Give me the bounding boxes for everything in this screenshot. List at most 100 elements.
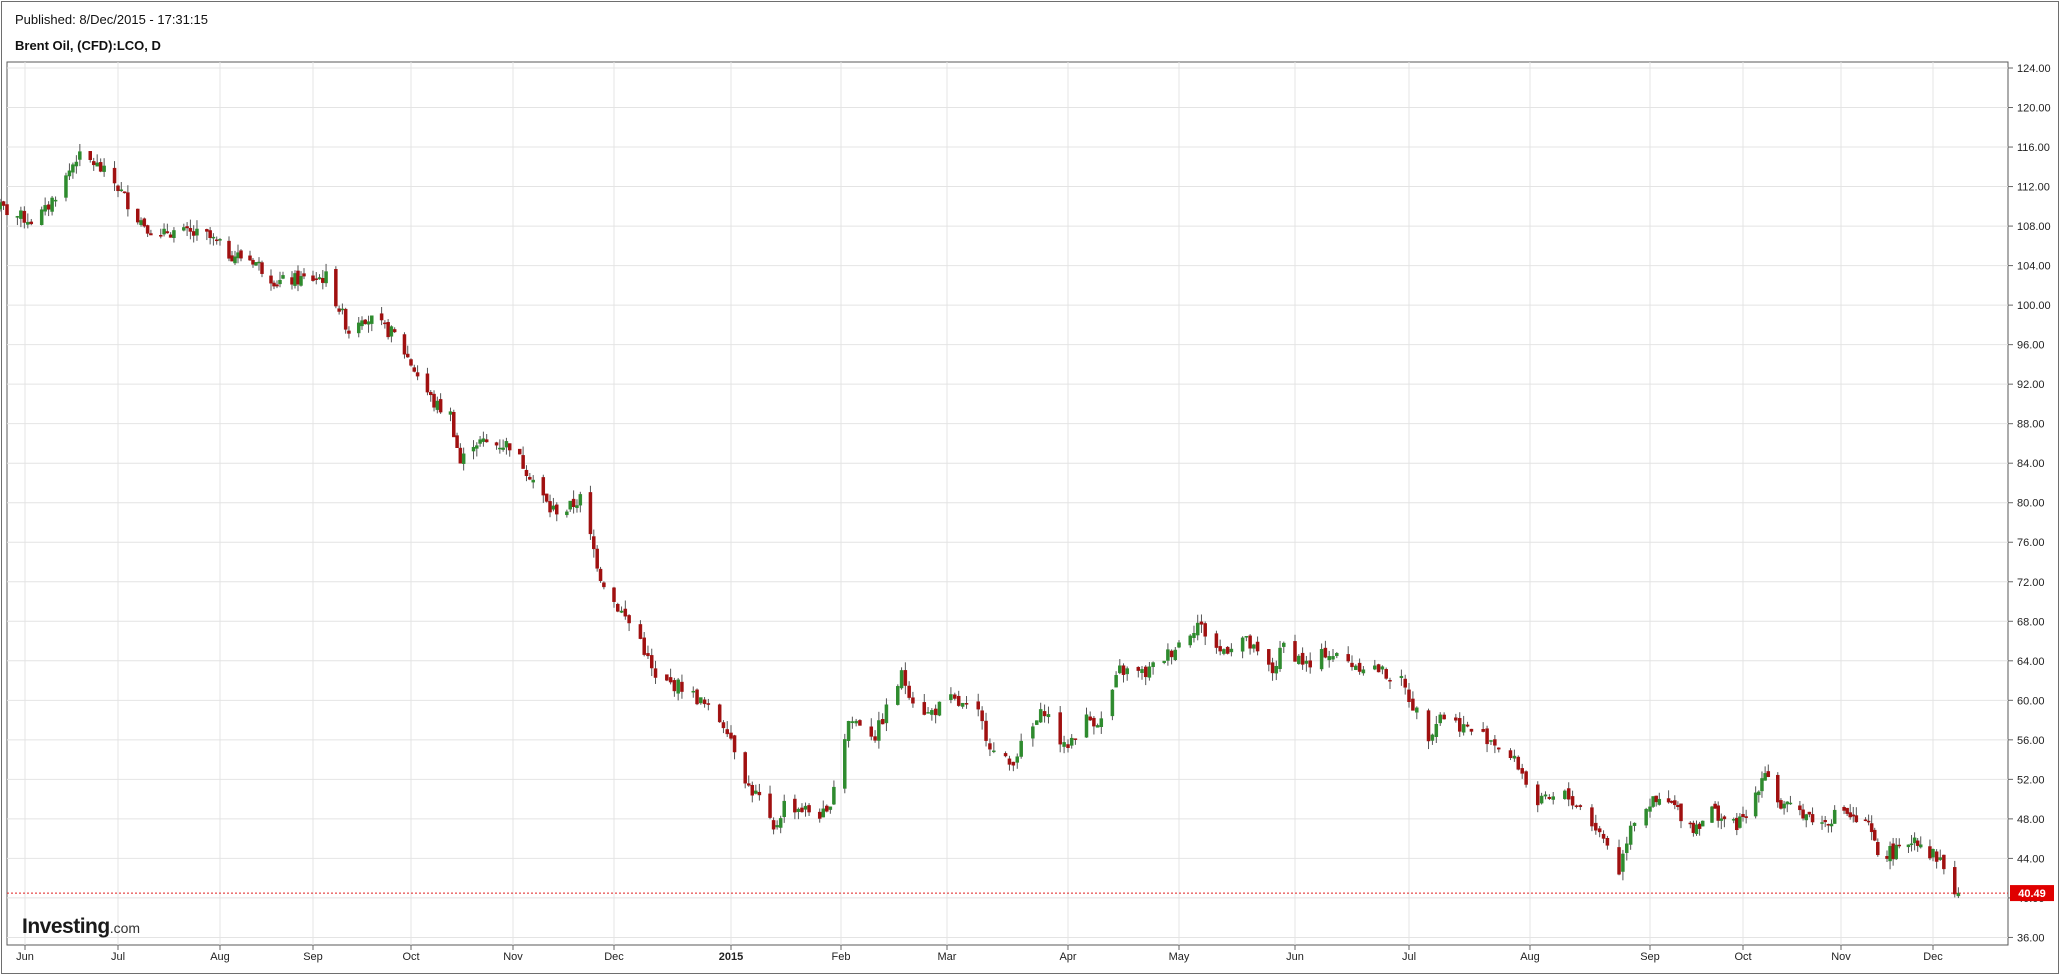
candle-body (1438, 714, 1442, 724)
candle-body (251, 259, 255, 265)
candle-body (1434, 724, 1439, 737)
candle-body (5, 204, 9, 216)
candle-body (22, 210, 27, 223)
candle-body (976, 701, 980, 710)
candle-body (1019, 740, 1023, 757)
candle-body (1918, 844, 1923, 848)
candle-body (1222, 649, 1226, 654)
candle-body (1346, 654, 1350, 662)
candle-body (211, 236, 216, 239)
candle-body (1308, 660, 1312, 668)
candle-body (937, 701, 942, 716)
candle-body (1376, 664, 1381, 673)
candle-body (1147, 666, 1152, 678)
candle-body (1648, 806, 1652, 812)
candle-body (299, 276, 303, 286)
candle-body (412, 367, 417, 372)
candle-body (1779, 800, 1783, 809)
candle-body (1539, 795, 1544, 804)
candle-body (448, 411, 453, 415)
candle-body (102, 165, 106, 172)
candle-body (1700, 820, 1705, 827)
candle-body (471, 446, 476, 452)
candle-body (725, 729, 729, 735)
candle-body (1566, 788, 1571, 800)
candle-body (1457, 718, 1462, 732)
candle-body (1293, 641, 1297, 662)
candle-body (1848, 812, 1852, 818)
candle-body (1323, 647, 1328, 658)
candle-body (1038, 709, 1043, 723)
candle-body (484, 439, 489, 443)
candle-body (227, 240, 231, 259)
candle-body (1543, 794, 1548, 797)
candle-body (846, 720, 851, 741)
candle-body (1798, 805, 1802, 811)
x-tick-label: Mar (938, 951, 957, 963)
candle-body (1282, 642, 1286, 647)
y-tick-label: 100.00 (2017, 300, 2051, 312)
candle-body (1570, 796, 1575, 806)
y-tick-label: 68.00 (2017, 616, 2045, 628)
candle-body (64, 175, 68, 198)
y-tick-label: 44.00 (2017, 853, 2045, 865)
candle-body (1114, 675, 1118, 688)
candle-body (1497, 747, 1501, 750)
candle-body (1851, 814, 1856, 817)
y-tick-label: 112.00 (2017, 182, 2050, 194)
candle-body (1763, 773, 1767, 781)
candle-body (185, 226, 189, 229)
candle-body (771, 820, 776, 830)
candle-body (1694, 824, 1699, 835)
candle-body (528, 476, 532, 480)
candle-body (269, 275, 273, 284)
candle-body (568, 500, 572, 510)
candle-body (1267, 649, 1271, 665)
candle-body (425, 373, 430, 393)
candle-body (873, 736, 877, 741)
candle-body (1897, 844, 1902, 847)
candle-body (877, 720, 881, 741)
candle-body (1866, 820, 1871, 823)
candle-body (980, 710, 984, 722)
candle-body (680, 681, 684, 692)
candle-body (869, 726, 874, 737)
x-tick-label: Oct (402, 951, 419, 963)
candle-body (1173, 649, 1178, 660)
candle-body (717, 704, 722, 723)
y-tick-label: 76.00 (2017, 537, 2045, 549)
candle-body (0, 202, 2, 210)
candle-body (1876, 842, 1880, 856)
candle-body (46, 204, 51, 210)
candle-body (1354, 665, 1358, 670)
candle-body (1863, 819, 1868, 821)
candle-body (1125, 668, 1129, 675)
candle-body (302, 273, 306, 277)
candle-body (595, 548, 599, 569)
candle-body (1679, 803, 1683, 822)
candle-body (139, 220, 143, 225)
candle-body (828, 806, 833, 810)
candle-body (1710, 806, 1714, 823)
candle-body (1938, 857, 1942, 860)
candle-body (392, 329, 397, 333)
candle-body (1252, 644, 1256, 649)
candle-body (1274, 666, 1279, 674)
candle-body (168, 234, 173, 238)
candle-body (356, 322, 361, 334)
candle-body (702, 699, 707, 705)
candle-body (1691, 822, 1696, 833)
candle-body (98, 162, 103, 172)
candle-body (1776, 774, 1780, 803)
candle-body (1465, 724, 1470, 727)
candle-body (159, 235, 163, 237)
candle-body (521, 455, 525, 469)
candle-body (370, 315, 374, 324)
candle-body (551, 505, 556, 510)
investing-logo[interactable]: Investing.com (22, 915, 141, 938)
candle-body (1162, 660, 1166, 663)
x-tick-label: Dec (1923, 951, 1943, 963)
candle-body (43, 205, 47, 212)
candle-body (504, 441, 509, 448)
